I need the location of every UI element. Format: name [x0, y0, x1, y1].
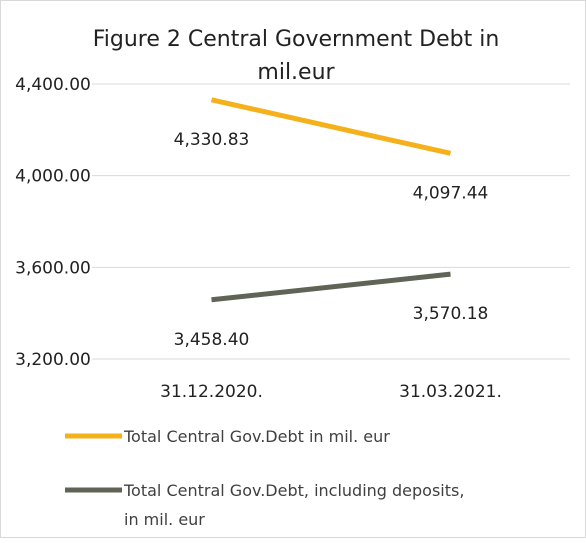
- legend-label-series-2-line-1: Total Central Gov.Debt, including deposi…: [123, 481, 464, 500]
- data-label-series-2: 3,458.40: [174, 330, 250, 350]
- x-tick-label: 31.12.2020.: [160, 382, 263, 402]
- y-tick-label: 4,000.00: [15, 167, 91, 187]
- chart-title-line-1: Figure 2 Central Government Debt in: [93, 27, 500, 52]
- legend-label-series-2-line-2: in mil. eur: [124, 510, 205, 529]
- gridlines: [92, 83, 570, 360]
- x-axis-tick-labels: 31.12.2020. 31.03.2021.: [160, 382, 502, 402]
- y-tick-label: 3,600.00: [15, 258, 91, 278]
- y-tick-label: 4,400.00: [15, 75, 91, 95]
- y-tick-label: 3,200.00: [15, 350, 91, 370]
- x-tick-label: 31.03.2021.: [399, 382, 502, 402]
- series-line-2: [211, 271, 451, 303]
- legend: Total Central Gov.Debt in mil. eur Total…: [65, 427, 464, 529]
- chart-title-line-2: mil.eur: [257, 60, 335, 85]
- data-label-series-1: 4,330.83: [174, 130, 250, 150]
- series-line-1: [210, 97, 452, 156]
- series-lines: [210, 97, 452, 303]
- y-axis-tick-labels: 3,200.00 3,600.00 4,000.00 4,400.00: [15, 75, 91, 370]
- data-label-series-2: 3,570.18: [413, 304, 489, 324]
- legend-label-series-1: Total Central Gov.Debt in mil. eur: [123, 427, 390, 446]
- data-label-series-1: 4,097.44: [413, 183, 489, 203]
- data-labels: 4,330.83 4,097.44 3,458.40 3,570.18: [174, 130, 489, 350]
